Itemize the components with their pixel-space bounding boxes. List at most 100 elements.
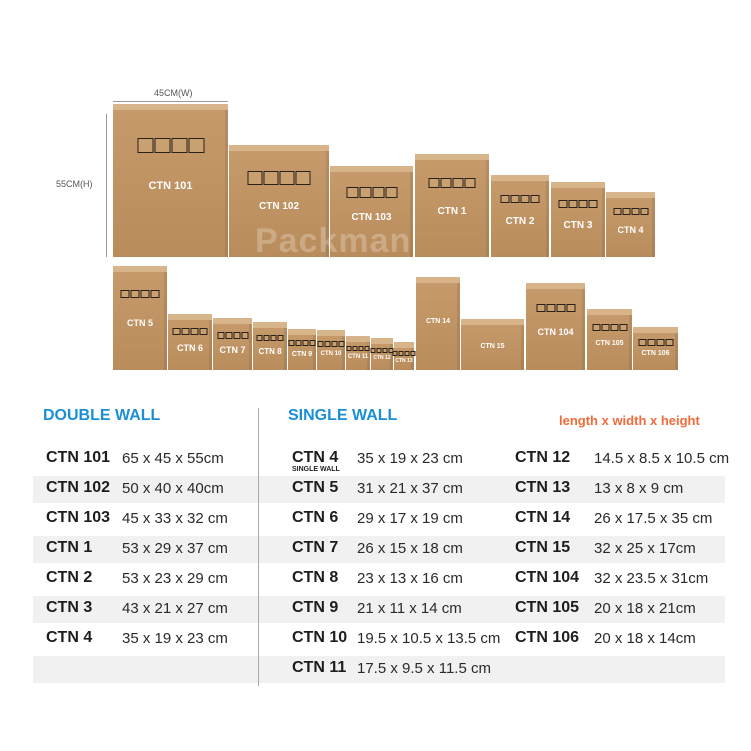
carton-size: 23 x 13 x 16 cm [357,570,463,587]
carton-size: 32 x 25 x 17cm [594,540,696,557]
carton-size: 53 x 29 x 37 cm [122,540,228,557]
handling-symbols-icon [288,340,316,346]
handling-symbols-icon [137,138,204,153]
carton-size: 20 x 18 x 14cm [594,630,696,647]
carton-name: CTN 12 [515,449,571,466]
carton-box: CTN 101 [113,104,228,257]
row-band [33,476,725,503]
row-band [33,596,725,623]
handling-symbols-icon [172,328,208,335]
carton-size: 32 x 23.5 x 31cm [594,570,709,587]
carton-name: CTN 14 [515,509,571,526]
carton-box: CTN 102 [229,145,329,257]
box-label: CTN 9 [291,351,313,358]
watermark-logo: Packman [255,222,412,260]
box-lid [587,309,632,315]
carton-name: CTN 15 [515,539,571,556]
handling-symbols-icon [613,208,648,215]
box-label: CTN 104 [537,327,574,337]
handling-symbols-icon [592,324,627,331]
carton-note: SINGLE WALL [292,466,340,473]
box-label: CTN 2 [505,216,535,227]
box-lid [113,266,167,272]
carton-name: CTN 4 [46,629,93,646]
box-lid [394,342,414,348]
box-label: CTN 15 [480,343,505,350]
box-lid [317,330,345,336]
carton-name: CTN 6 [292,509,339,526]
row-band [33,536,725,563]
carton-name: CTN 2 [46,569,93,586]
box-lid [461,319,524,325]
box-label: CTN 5 [126,318,153,328]
carton-box: CTN 14 [416,277,460,370]
height-dimension-label: 55CM(H) [56,179,93,189]
box-lid [288,329,316,335]
carton-size: 14.5 x 8.5 x 10.5 cm [594,450,730,467]
carton-box: CTN 7 [213,318,252,370]
handling-symbols-icon [370,348,394,353]
handling-symbols-icon [392,351,416,356]
handling-symbols-icon [317,341,345,347]
carton-box: CTN 12 [370,338,394,370]
handling-symbols-icon [500,195,540,203]
box-lid [491,175,549,181]
carton-name: CTN 7 [292,539,339,556]
box-label: CTN 13 [395,358,413,364]
box-lid [229,145,329,151]
carton-size: 53 x 23 x 29 cm [122,570,228,587]
box-lid [415,154,489,160]
carton-box: CTN 13 [392,342,416,370]
carton-box: CTN 9 [288,329,316,370]
carton-box: CTN 11 [346,336,370,370]
carton-size: 43 x 21 x 27 cm [122,600,228,617]
box-label: CTN 12 [373,355,391,361]
carton-box: CTN 103 [330,166,413,257]
box-label: CTN 1 [437,206,467,217]
width-dimension-arrow [113,101,228,102]
carton-size: 26 x 15 x 18 cm [357,540,463,557]
handling-symbols-icon [428,178,476,188]
box-lid [213,318,252,324]
carton-name: CTN 10 [292,629,348,646]
box-label: CTN 102 [258,201,299,212]
box-label: CTN 11 [347,354,369,360]
handling-symbols-icon [346,187,397,198]
carton-name: CTN 101 [46,449,111,466]
box-label: CTN 10 [320,351,342,357]
handling-symbols-icon [120,290,160,298]
carton-name: CTN 103 [46,509,111,526]
box-label: CTN 105 [595,340,624,347]
carton-box: CTN 15 [461,319,524,370]
handling-symbols-icon [217,332,248,339]
carton-box: CTN 1 [415,154,489,257]
handling-symbols-icon [247,171,311,185]
carton-box: CTN 4 [606,192,655,257]
carton-size: 31 x 21 x 37 cm [357,480,463,497]
carton-name: CTN 8 [292,569,339,586]
box-label: CTN 3 [563,220,593,231]
carton-box: CTN 6 [168,314,212,370]
carton-box: CTN 2 [491,175,549,257]
carton-size: 35 x 19 x 23 cm [122,630,228,647]
box-label: CTN 6 [176,343,203,353]
carton-name: CTN 104 [515,569,580,586]
box-lid [371,338,393,344]
carton-size: 35 x 19 x 23 cm [357,450,463,467]
handling-symbols-icon [346,346,370,351]
box-label: CTN 14 [425,318,451,325]
carton-box: CTN 105 [587,309,632,370]
carton-name: CTN 105 [515,599,580,616]
carton-size: 50 x 40 x 40cm [122,480,224,497]
box-lid [113,104,228,110]
carton-name: CTN 13 [515,479,571,496]
box-lid [416,277,460,283]
carton-size: 26 x 17.5 x 35 cm [594,510,713,527]
box-lid [253,322,287,328]
carton-name: CTN 9 [292,599,339,616]
carton-size: 65 x 45 x 55cm [122,450,224,467]
carton-size: 29 x 17 x 19 cm [357,510,463,527]
handling-symbols-icon [558,200,598,208]
handling-symbols-icon [256,335,284,341]
box-label: CTN 103 [351,212,392,223]
